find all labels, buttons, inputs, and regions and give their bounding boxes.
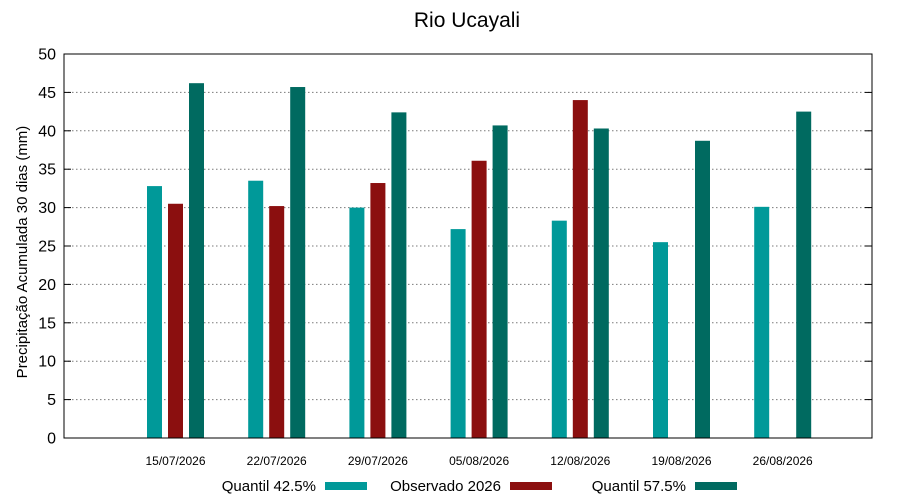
bar-quantil-57 — [189, 83, 204, 439]
y-tick-label: 25 — [38, 239, 56, 256]
chart-title: Rio Ucayali — [414, 9, 520, 32]
x-tick-label: 26/08/2026 — [753, 454, 813, 468]
bar-quantil-42 — [653, 242, 668, 438]
y-tick-label: 30 — [38, 200, 56, 217]
y-axis-ticks: 0 5 10 15 20 25 30 35 40 45 50 — [38, 47, 872, 448]
bar-observado — [370, 183, 386, 438]
gridlines — [64, 91, 872, 401]
x-tick-label: 05/08/2026 — [449, 454, 509, 468]
bar-quantil-57 — [391, 112, 407, 439]
y-tick-label: 35 — [38, 162, 56, 179]
bar-quantil-42 — [349, 207, 365, 438]
bar-quantil-57 — [492, 125, 508, 438]
bar-quantil-42 — [551, 220, 567, 438]
y-tick-label: 40 — [38, 123, 56, 140]
y-tick-label: 45 — [38, 85, 56, 102]
y-tick-label: 20 — [38, 277, 56, 294]
bar-observado — [269, 206, 285, 438]
legend: Quantil 42.5% Observado 2026 Quantil 57.5% — [222, 478, 737, 495]
y-tick-label: 50 — [38, 47, 56, 64]
legend-label: Quantil 42.5% — [222, 478, 316, 495]
bar-quantil-42 — [147, 186, 162, 438]
y-tick-label: 0 — [47, 431, 56, 448]
bar-quantil-42 — [248, 180, 264, 438]
y-tick-label: 15 — [38, 315, 56, 332]
legend-label: Observado 2026 — [390, 478, 501, 495]
bar-quantil-57 — [796, 111, 812, 438]
x-tick-label: 19/08/2026 — [651, 454, 711, 468]
bar-quantil-57 — [593, 128, 609, 438]
x-tick-label: 29/07/2026 — [348, 454, 408, 468]
bar-observado — [572, 100, 588, 438]
y-tick-label: 10 — [38, 354, 56, 371]
x-tick-label: 12/08/2026 — [550, 454, 610, 468]
legend-swatch — [510, 482, 552, 490]
bar-quantil-57 — [695, 140, 710, 438]
x-tick-label: 22/07/2026 — [247, 454, 307, 468]
legend-label: Quantil 57.5% — [592, 478, 686, 495]
x-tick-label: 15/07/2026 — [145, 454, 205, 468]
bar-quantil-42 — [754, 206, 770, 438]
bar-observado — [471, 160, 487, 438]
bar-quantil-42 — [450, 229, 466, 438]
y-axis-label: Precipitação Acumulada 30 dias (mm) — [14, 126, 31, 379]
bar-observado — [168, 203, 183, 438]
x-axis-ticks: 15/07/2026 22/07/2026 29/07/2026 05/08/2026… — [145, 454, 813, 468]
y-tick-label: 5 — [47, 392, 56, 409]
bar-quantil-57 — [290, 87, 306, 439]
legend-swatch — [325, 482, 367, 490]
legend-swatch — [695, 482, 737, 490]
bars — [147, 83, 812, 439]
